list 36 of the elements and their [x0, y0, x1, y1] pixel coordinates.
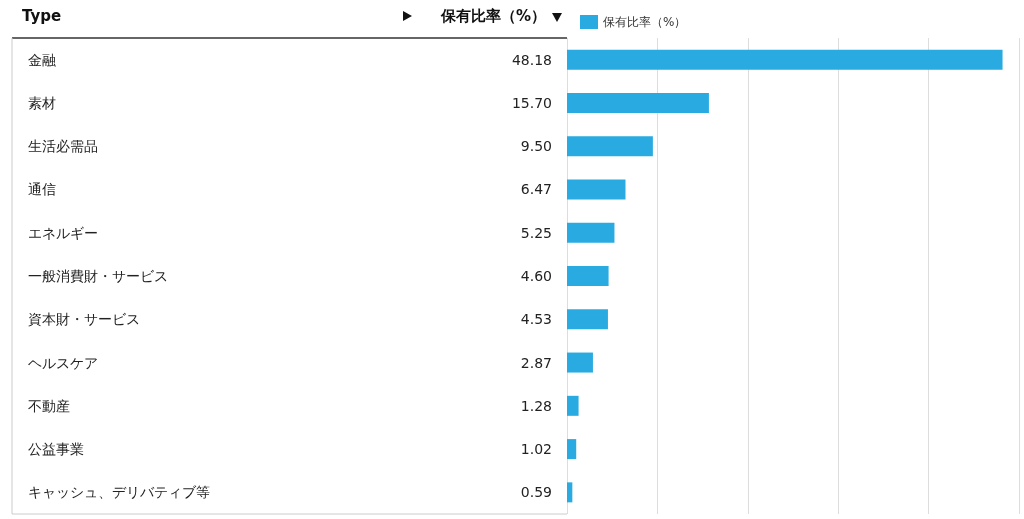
bar: [567, 222, 615, 243]
bar: [567, 395, 579, 416]
bar: [567, 49, 1003, 70]
y-axis-title: Type: [22, 6, 62, 25]
bar: [567, 482, 573, 503]
y-tick-label: エネルギー: [28, 224, 98, 241]
bar: [567, 266, 609, 286]
y-tick-label: 金融: [28, 51, 56, 68]
bar: [567, 439, 577, 460]
y-tick-label: キャッシュ、デリバティブ等: [28, 484, 210, 501]
y-tick-label: 通信: [28, 181, 56, 198]
y-tick-label: 資本財・サービス: [28, 311, 140, 328]
data-label: 1.02: [520, 441, 552, 458]
data-label: 2.87: [520, 354, 552, 371]
data-label: 0.59: [520, 484, 552, 501]
y-tick-label: 素材: [28, 94, 56, 111]
y-tick-label: 不動産: [28, 397, 70, 414]
y-tick-label: 生活必需品: [28, 138, 98, 155]
bar: [567, 92, 709, 113]
data-label: 1.28: [520, 397, 552, 414]
bar: [567, 352, 593, 373]
y-tick-label: 公益事業: [28, 441, 84, 458]
y-tick-label: ヘルスケア: [28, 354, 98, 371]
data-label: 9.50: [520, 138, 552, 155]
y-tick-label: 一般消費財・サービス: [28, 268, 168, 284]
x-axis-title: 保有比率（%）: [439, 6, 546, 25]
data-label: 15.70: [511, 94, 552, 111]
data-label: 48.18: [511, 51, 552, 68]
bar: [567, 136, 653, 157]
bar: [567, 309, 608, 330]
data-label: 4.60: [520, 268, 552, 284]
data-label: 4.53: [520, 311, 552, 328]
bar: [567, 179, 626, 200]
legend-label: 保有比率（%）: [603, 15, 687, 29]
data-label: 6.47: [520, 181, 552, 198]
data-label: 5.25: [520, 224, 552, 241]
